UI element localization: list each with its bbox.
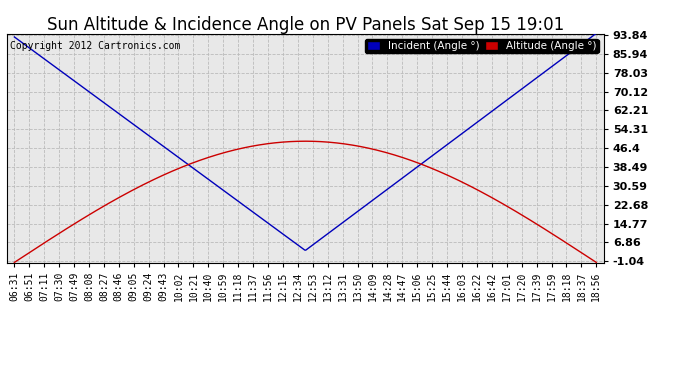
Legend: Incident (Angle °), Altitude (Angle °): Incident (Angle °), Altitude (Angle °) <box>366 39 598 53</box>
Text: Copyright 2012 Cartronics.com: Copyright 2012 Cartronics.com <box>10 40 180 51</box>
Title: Sun Altitude & Incidence Angle on PV Panels Sat Sep 15 19:01: Sun Altitude & Incidence Angle on PV Pan… <box>47 16 564 34</box>
